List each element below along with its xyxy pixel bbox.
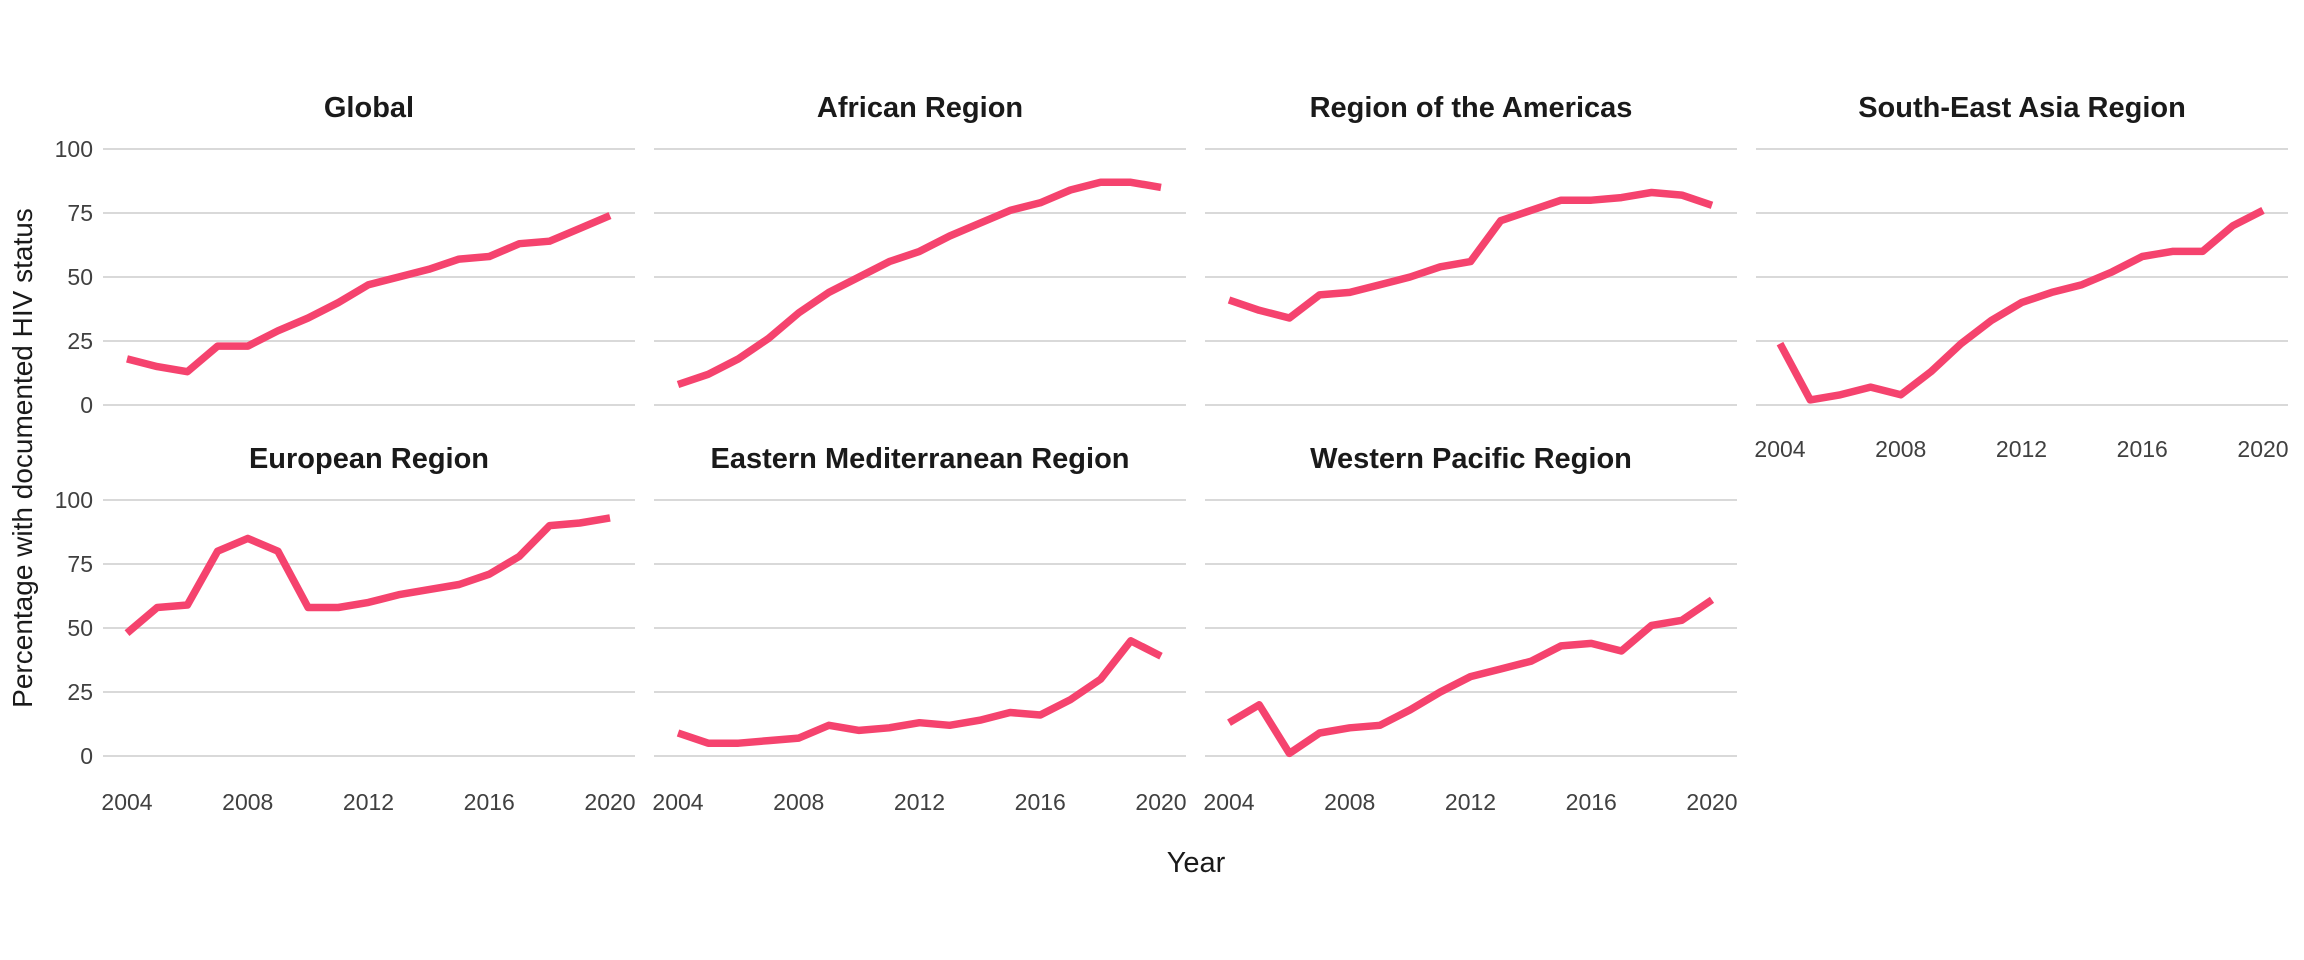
- x-tick-label: 2016: [2116, 436, 2168, 462]
- panel-title: Global: [323, 92, 415, 124]
- panel-plot: [103, 148, 635, 406]
- y-tick-label: 100: [54, 136, 93, 162]
- panel-plot: [1205, 499, 1737, 758]
- panel-title: Western Pacific Region: [1310, 443, 1632, 475]
- x-tick-label: 2012: [342, 789, 395, 815]
- x-tick-label: 2008: [222, 789, 274, 815]
- panel-plot: [103, 499, 635, 757]
- y-tick-label: 50: [67, 264, 93, 290]
- trend-line: [126, 212, 612, 376]
- x-tick-label: 2008: [1324, 789, 1376, 815]
- panel-south-east-asia-region: South-East Asia Region: [1756, 92, 2288, 418]
- panel-eastern-mediterranean-region: Eastern Mediterranean Region: [654, 443, 1186, 769]
- panel-title: Eastern Mediterranean Region: [710, 443, 1130, 475]
- panel-plot: [654, 148, 1186, 406]
- x-tick-label: 2020: [2237, 436, 2289, 462]
- trend-line: [676, 637, 1163, 747]
- x-tick-label: 2020: [1686, 789, 1738, 815]
- x-tick-label: 2016: [1565, 789, 1617, 815]
- panel-title: African Region: [816, 92, 1024, 124]
- x-tick-label: 2012: [1995, 436, 2048, 462]
- y-tick-label: 25: [67, 679, 93, 705]
- panel-plot: [1756, 148, 2288, 406]
- panel-title: South-East Asia Region: [1858, 92, 2186, 124]
- x-tick-label: 2008: [1875, 436, 1927, 462]
- y-tick-label: 75: [67, 200, 93, 226]
- x-tick-label: 2004: [101, 789, 153, 815]
- trend-line: [1227, 188, 1714, 322]
- panel-global: Global: [103, 92, 635, 418]
- panel-european-region: European Region: [103, 443, 635, 769]
- x-tick-label: 2004: [1754, 436, 1806, 462]
- panel-region-of-the-americas: Region of the Americas: [1205, 92, 1737, 418]
- trend-line: [124, 514, 611, 636]
- panel-plot: [654, 499, 1186, 757]
- y-tick-label: 50: [67, 615, 93, 641]
- x-tick-label: 2012: [893, 789, 946, 815]
- x-axis-title: Year: [1166, 847, 1226, 879]
- y-tick-label: 25: [67, 328, 93, 354]
- x-tick-label: 2020: [1135, 789, 1187, 815]
- y-tick-label: 100: [54, 487, 93, 513]
- y-tick-label: 0: [80, 392, 93, 418]
- y-tick-label: 75: [67, 551, 93, 577]
- y-tick-label: 0: [80, 743, 93, 769]
- x-tick-label: 2004: [652, 789, 704, 815]
- panel-plot: [1205, 148, 1737, 406]
- x-tick-label: 2016: [463, 789, 515, 815]
- panel-african-region: African Region: [654, 92, 1186, 418]
- panel-title: European Region: [248, 443, 490, 475]
- x-tick-label: 2020: [584, 789, 636, 815]
- trend-line: [676, 178, 1162, 389]
- trend-line: [1227, 596, 1715, 758]
- x-tick-label: 2004: [1203, 789, 1255, 815]
- trend-line: [1776, 207, 2265, 404]
- x-tick-label: 2012: [1444, 789, 1497, 815]
- x-tick-label: 2016: [1014, 789, 1066, 815]
- x-tick-label: 2008: [773, 789, 825, 815]
- y-axis-title: Percentage with documented HIV status: [7, 208, 38, 708]
- panel-western-pacific-region: Western Pacific Region: [1205, 443, 1737, 769]
- panel-title: Region of the Americas: [1309, 92, 1633, 124]
